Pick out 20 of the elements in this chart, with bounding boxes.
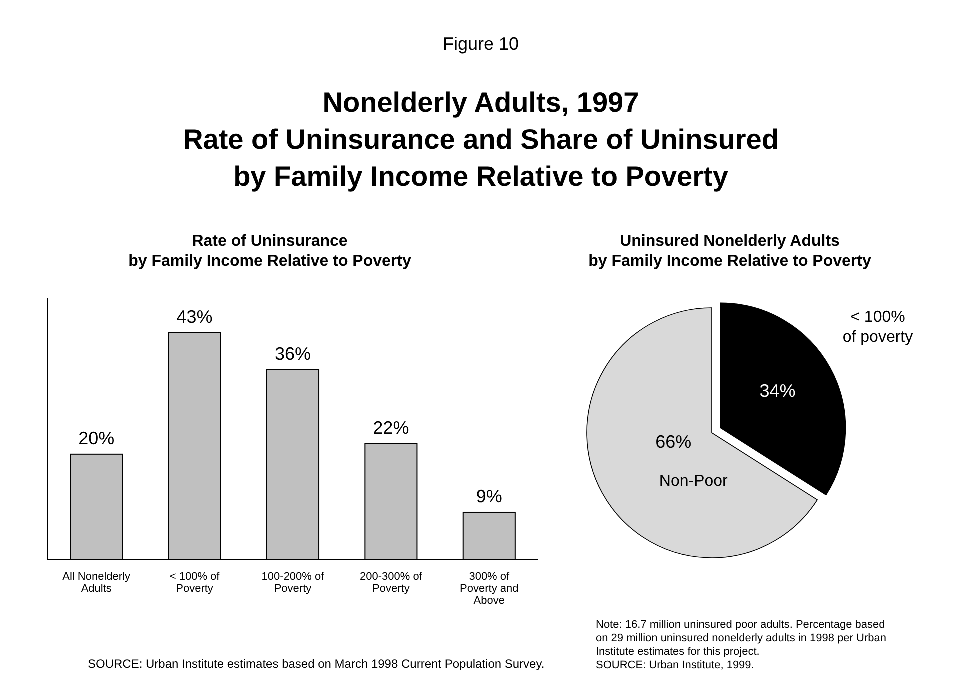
data-label: 34% <box>760 380 796 401</box>
caption: Figure 10 <box>442 34 520 54</box>
slice-label: < 100% of poverty <box>842 309 914 346</box>
x-tick-label: All Nonelderly Adults <box>62 571 132 595</box>
chart-title: Uninsured Nonelderly Adults by Family Income Relative to Poverty <box>588 233 872 270</box>
data-label: 9% <box>476 486 502 506</box>
x-tick-label: 300% of Poverty and Above <box>460 571 519 607</box>
text: Nonelderly Adults, 1997 Rate of Uninsurance and Share of Uninsured by Family Income Relative to Poverty <box>183 87 779 192</box>
data-label: 22% <box>373 418 410 438</box>
slice-label: Non-Poor <box>659 473 729 490</box>
data-label: 66% <box>656 432 692 452</box>
x-tick-label: 100-200% of Poverty <box>262 571 326 595</box>
source-note: SOURCE: Urban Institute estimates based on March 1998 Current Population Survey. <box>88 657 545 671</box>
x-tick-label: < 100% of Poverty <box>170 571 221 595</box>
chart-title: Rate of Uninsurance by Family Income Relative to Poverty <box>128 233 412 270</box>
data-label: 43% <box>176 307 213 327</box>
x-tick-label: 200-300% of Poverty <box>360 571 424 595</box>
text: Note: 16.7 million uninsured poor adults. Percentage based on 29 million uninsured nonelderly adults in 1998 per Urban Institute estimates for this project. SOURCE: Urban Institute, 1999. <box>596 619 886 672</box>
data-label: 20% <box>78 428 115 448</box>
data-label: 36% <box>274 344 312 364</box>
